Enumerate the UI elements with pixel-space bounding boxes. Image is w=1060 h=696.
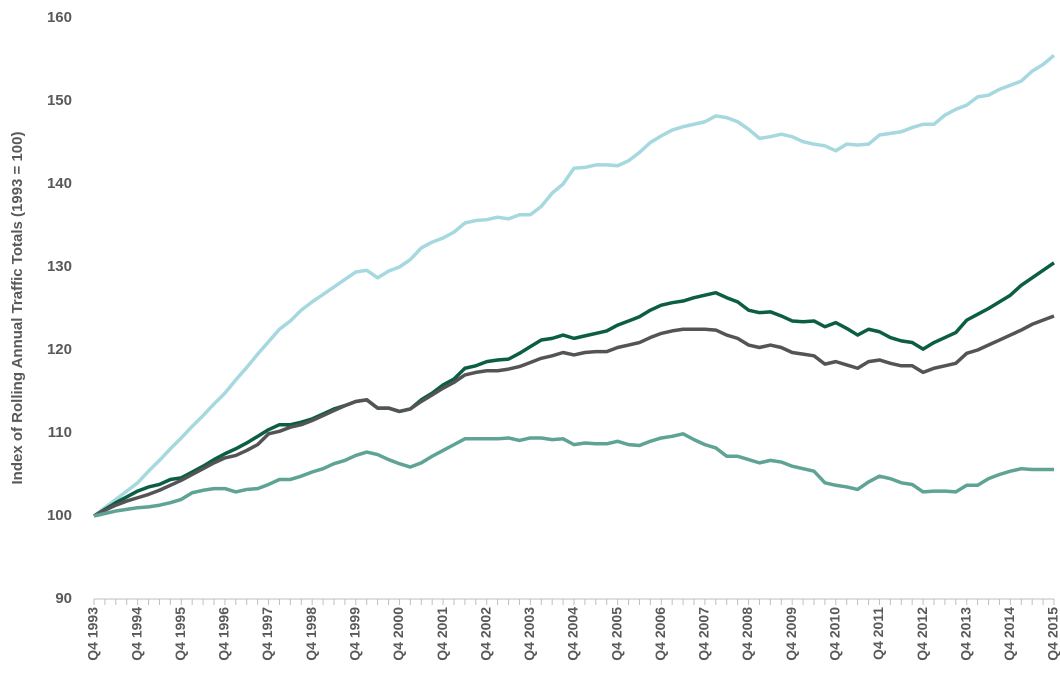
y-tick-label: 90 — [55, 590, 72, 607]
y-tick-label: 150 — [47, 92, 72, 109]
y-tick-label: 160 — [47, 9, 72, 26]
x-tick-label: Q4 2010 — [827, 607, 843, 661]
x-tick-label: Q4 2001 — [434, 607, 450, 661]
x-tick-label: Q4 2007 — [696, 607, 712, 661]
y-tick-label: 140 — [47, 175, 72, 192]
series-line — [93, 314, 1055, 518]
x-tick-label: Q4 2004 — [565, 607, 581, 661]
x-tick-label: Q4 1998 — [303, 607, 319, 661]
x-tick-label: Q4 2006 — [652, 607, 668, 661]
x-tick-label: Q4 2002 — [477, 607, 493, 661]
y-axis-label: Index of Rolling Annual Traffic Totals (… — [9, 132, 26, 485]
x-tick-label: Q4 2011 — [870, 607, 886, 660]
x-tick-label: Q4 2012 — [914, 607, 930, 661]
x-tick-label: Q4 2005 — [608, 607, 624, 661]
x-tick-label: Q4 2000 — [390, 607, 406, 661]
series-line — [93, 432, 1054, 518]
x-tick-label: Q4 2009 — [783, 607, 799, 661]
series-line — [92, 54, 1056, 518]
x-tick-label: Q4 2013 — [957, 607, 973, 661]
y-tick-label: 120 — [47, 341, 72, 358]
x-tick-label: Q4 2015 — [1045, 607, 1060, 661]
x-tick-label: Q4 1993 — [85, 607, 101, 661]
x-tick-label: Q4 2008 — [739, 607, 755, 661]
x-tick-label: Q4 1995 — [172, 607, 188, 661]
y-tick-label: 110 — [48, 424, 72, 441]
x-tick-label: Q4 2003 — [521, 607, 537, 661]
x-tick-label: Q4 1997 — [259, 607, 275, 661]
y-tick-label: 100 — [47, 507, 72, 524]
series-line — [93, 261, 1055, 518]
x-tick-label: Q4 1999 — [347, 607, 363, 661]
x-tick-label: Q4 1996 — [216, 607, 232, 661]
y-tick-label: 130 — [47, 258, 72, 275]
x-tick-label: Q4 2014 — [1001, 607, 1017, 661]
x-tick-label: Q4 1994 — [128, 607, 144, 661]
